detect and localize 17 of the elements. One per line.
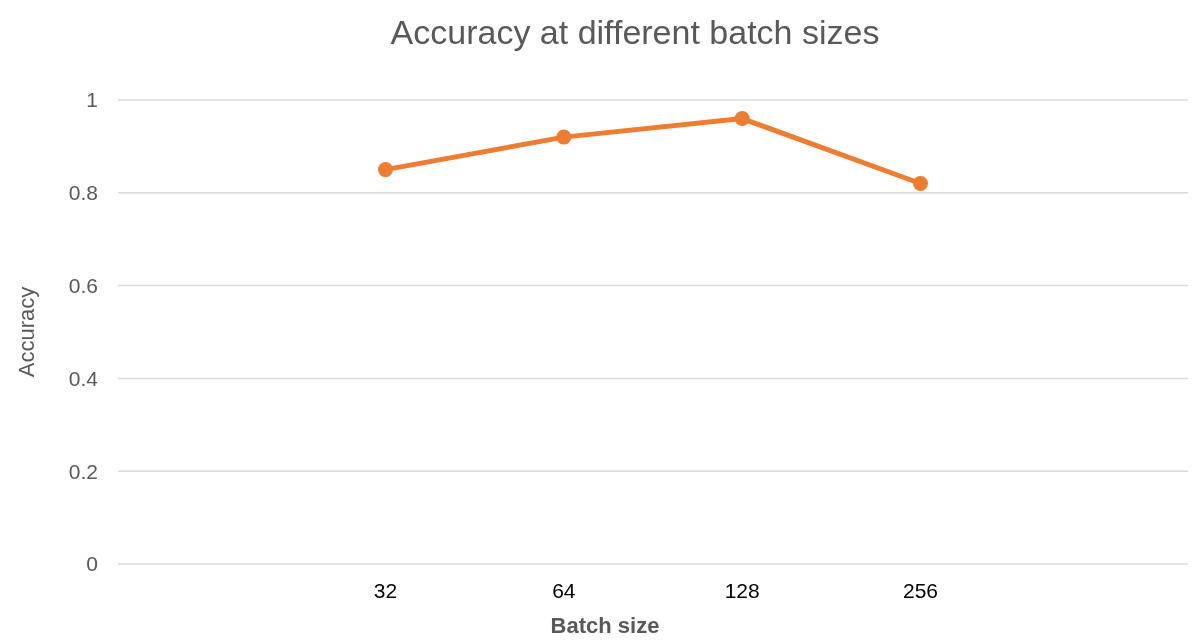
- chart-title: Accuracy at different batch sizes: [390, 13, 880, 51]
- y-tick-label: 1: [86, 88, 98, 112]
- y-axis-title: Accuracy: [14, 286, 39, 378]
- y-tick-label: 0.2: [68, 459, 98, 483]
- x-tick-label: 128: [724, 579, 760, 602]
- point: [378, 162, 393, 178]
- y-tick-label: 0.4: [68, 366, 99, 390]
- x-tick-label: 64: [552, 579, 576, 602]
- point: [556, 129, 572, 145]
- y-tick-label: 0.8: [68, 181, 98, 205]
- y-tick-label: 0: [86, 552, 98, 576]
- x-tick-label: 32: [373, 579, 398, 602]
- point: [913, 176, 928, 192]
- point: [734, 111, 750, 127]
- x-tick-label: 256: [902, 579, 939, 602]
- y-tick-label: 0.6: [68, 273, 98, 297]
- x-axis-title: Batch size: [550, 613, 660, 638]
